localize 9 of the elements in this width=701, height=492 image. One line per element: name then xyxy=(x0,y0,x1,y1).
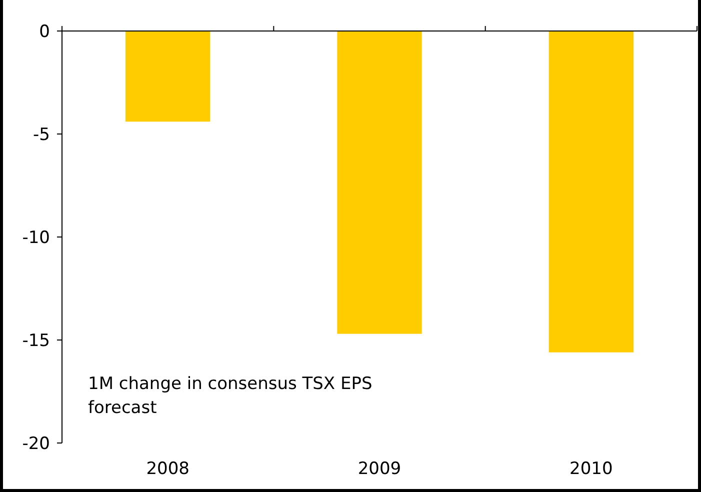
annotation: 1M change in consensus TSX EPS forecast xyxy=(88,374,372,418)
x-tick-label: 2008 xyxy=(146,459,190,479)
x-tick-label: 2010 xyxy=(570,459,613,479)
y-tick-label: 0 xyxy=(39,22,50,42)
x-tick-label: 2009 xyxy=(358,459,402,479)
y-tick-label: -15 xyxy=(22,330,50,351)
y-tick-label: -5 xyxy=(33,124,50,145)
y-tick-label: -10 xyxy=(22,228,50,248)
y-tick-label: -20 xyxy=(22,434,50,454)
